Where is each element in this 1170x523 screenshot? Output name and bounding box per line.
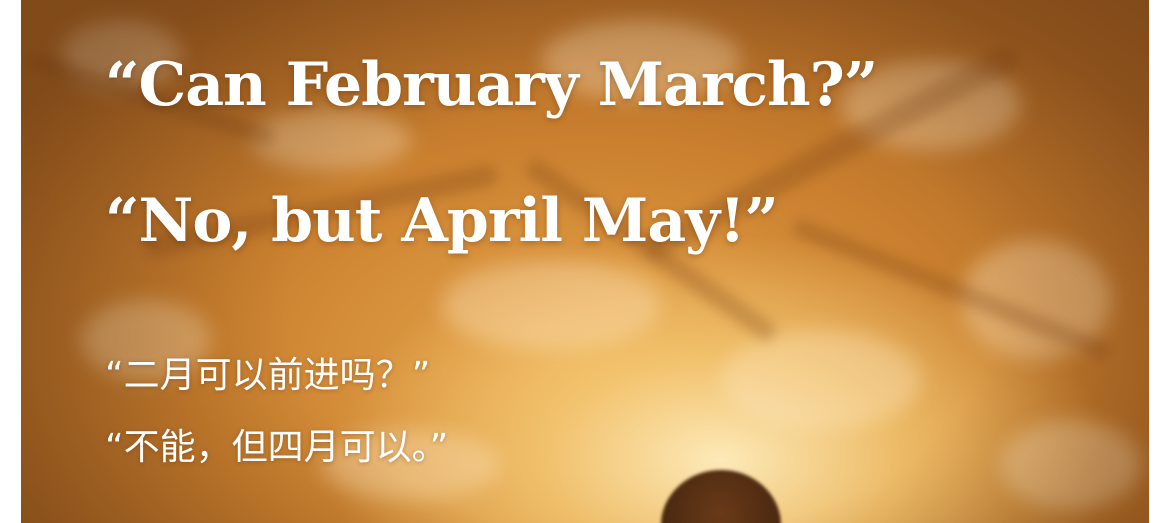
light-dapple xyxy=(541,20,741,100)
light-dapple xyxy=(61,20,181,90)
chinese-answer: “不能，但四月可以。” xyxy=(105,427,449,468)
chinese-question: “二月可以前进吗？” xyxy=(105,355,431,396)
light-dapple xyxy=(721,330,921,430)
light-dapple xyxy=(1001,420,1141,510)
light-dapple xyxy=(441,260,661,350)
light-dapple xyxy=(961,240,1111,360)
light-dapple xyxy=(81,300,211,380)
light-dapple xyxy=(841,60,1021,150)
english-answer: “No, but April May!” xyxy=(105,186,779,256)
light-dapple xyxy=(321,430,501,500)
light-dapple xyxy=(251,110,411,170)
photo-vignette xyxy=(21,0,1149,523)
sunlit-tree-shadow-photo: “Can February March?” “No, but April May… xyxy=(21,0,1149,523)
english-question: “Can February March?” xyxy=(105,50,878,120)
